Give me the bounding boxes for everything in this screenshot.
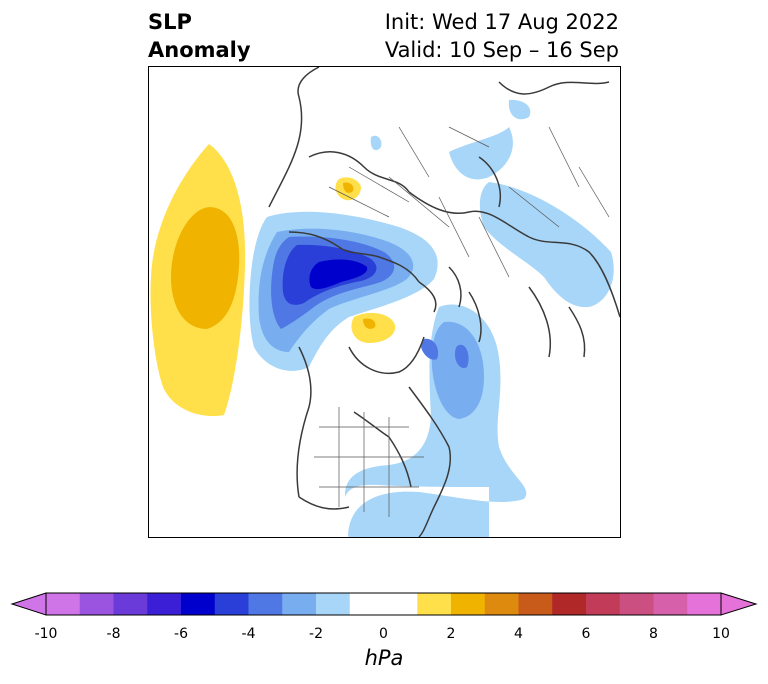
colorbar-tick-label: -6 <box>174 626 188 642</box>
greenland-high-core <box>363 318 376 329</box>
map-dates: Init: Wed 17 Aug 2022 Valid: 10 Sep – 16… <box>385 8 619 64</box>
colorbar-segment <box>113 593 148 615</box>
init-date: Init: Wed 17 Aug 2022 <box>384 10 619 34</box>
colorbar-segment <box>214 593 249 615</box>
greenland-low-inner <box>421 338 439 360</box>
colorbar-tick-label: 2 <box>446 626 456 642</box>
colorbar-tick-label: 8 <box>649 626 658 642</box>
colorbar-frame <box>45 592 722 616</box>
slp-anomaly-map <box>148 66 621 538</box>
colorbar-segment <box>619 593 654 615</box>
colorbar-segment <box>79 593 114 615</box>
colorbar-segments <box>46 593 722 615</box>
europe-high-core <box>343 182 354 193</box>
atlantic-low-inner <box>455 344 469 369</box>
arctic-low-small <box>370 135 382 151</box>
colorbar-segment <box>586 593 621 615</box>
colorbar-segment <box>451 593 486 615</box>
pacific-high-inner <box>171 207 240 329</box>
colorbar-segment <box>417 593 452 615</box>
map-canvas <box>150 67 620 537</box>
colorbar-segment <box>147 593 182 615</box>
colorbar-units: hPa <box>364 646 404 670</box>
colorbar-segment <box>518 593 553 615</box>
colorbar-tick-label: 6 <box>581 626 591 642</box>
siberia-low-c <box>508 99 531 120</box>
valid-range: Valid: 10 Sep – 16 Sep <box>384 38 619 62</box>
colorbar-segment <box>349 593 418 615</box>
colorbar-segment <box>316 593 351 615</box>
siberia-low-a <box>449 127 513 180</box>
colorbar-tick-label: 4 <box>514 626 523 642</box>
colorbar-segment <box>653 593 688 615</box>
map-title: SLP Anomaly <box>148 8 251 64</box>
colorbar-tick-label: -4 <box>241 626 256 642</box>
colorbar-extend-max <box>720 592 758 616</box>
colorbar-tick-label: -8 <box>106 626 121 642</box>
colorbar-segment <box>248 593 283 615</box>
siberia-low-b <box>479 182 614 308</box>
colorbar-tick-label: -2 <box>309 626 323 642</box>
atlantic-low-mid <box>431 321 484 419</box>
colorbar-extend-min <box>10 592 47 616</box>
colorbar-segment <box>282 593 317 615</box>
colorbar-segment <box>687 593 722 615</box>
colorbar-segment <box>484 593 519 615</box>
colorbar-segment <box>552 593 587 615</box>
borders <box>314 126 610 517</box>
title-variable: SLP <box>148 10 192 34</box>
colorbar <box>10 592 758 616</box>
colorbar-segment <box>181 593 216 615</box>
colorbar-segment <box>46 593 81 615</box>
colorbar-tick-label: 0 <box>379 626 388 642</box>
colorbar-tick-label: -10 <box>34 626 58 642</box>
title-anomaly: Anomaly <box>148 38 251 62</box>
coastlines <box>268 67 620 537</box>
colorbar-tick-label: 10 <box>712 626 730 642</box>
canada-low-core <box>309 259 368 290</box>
